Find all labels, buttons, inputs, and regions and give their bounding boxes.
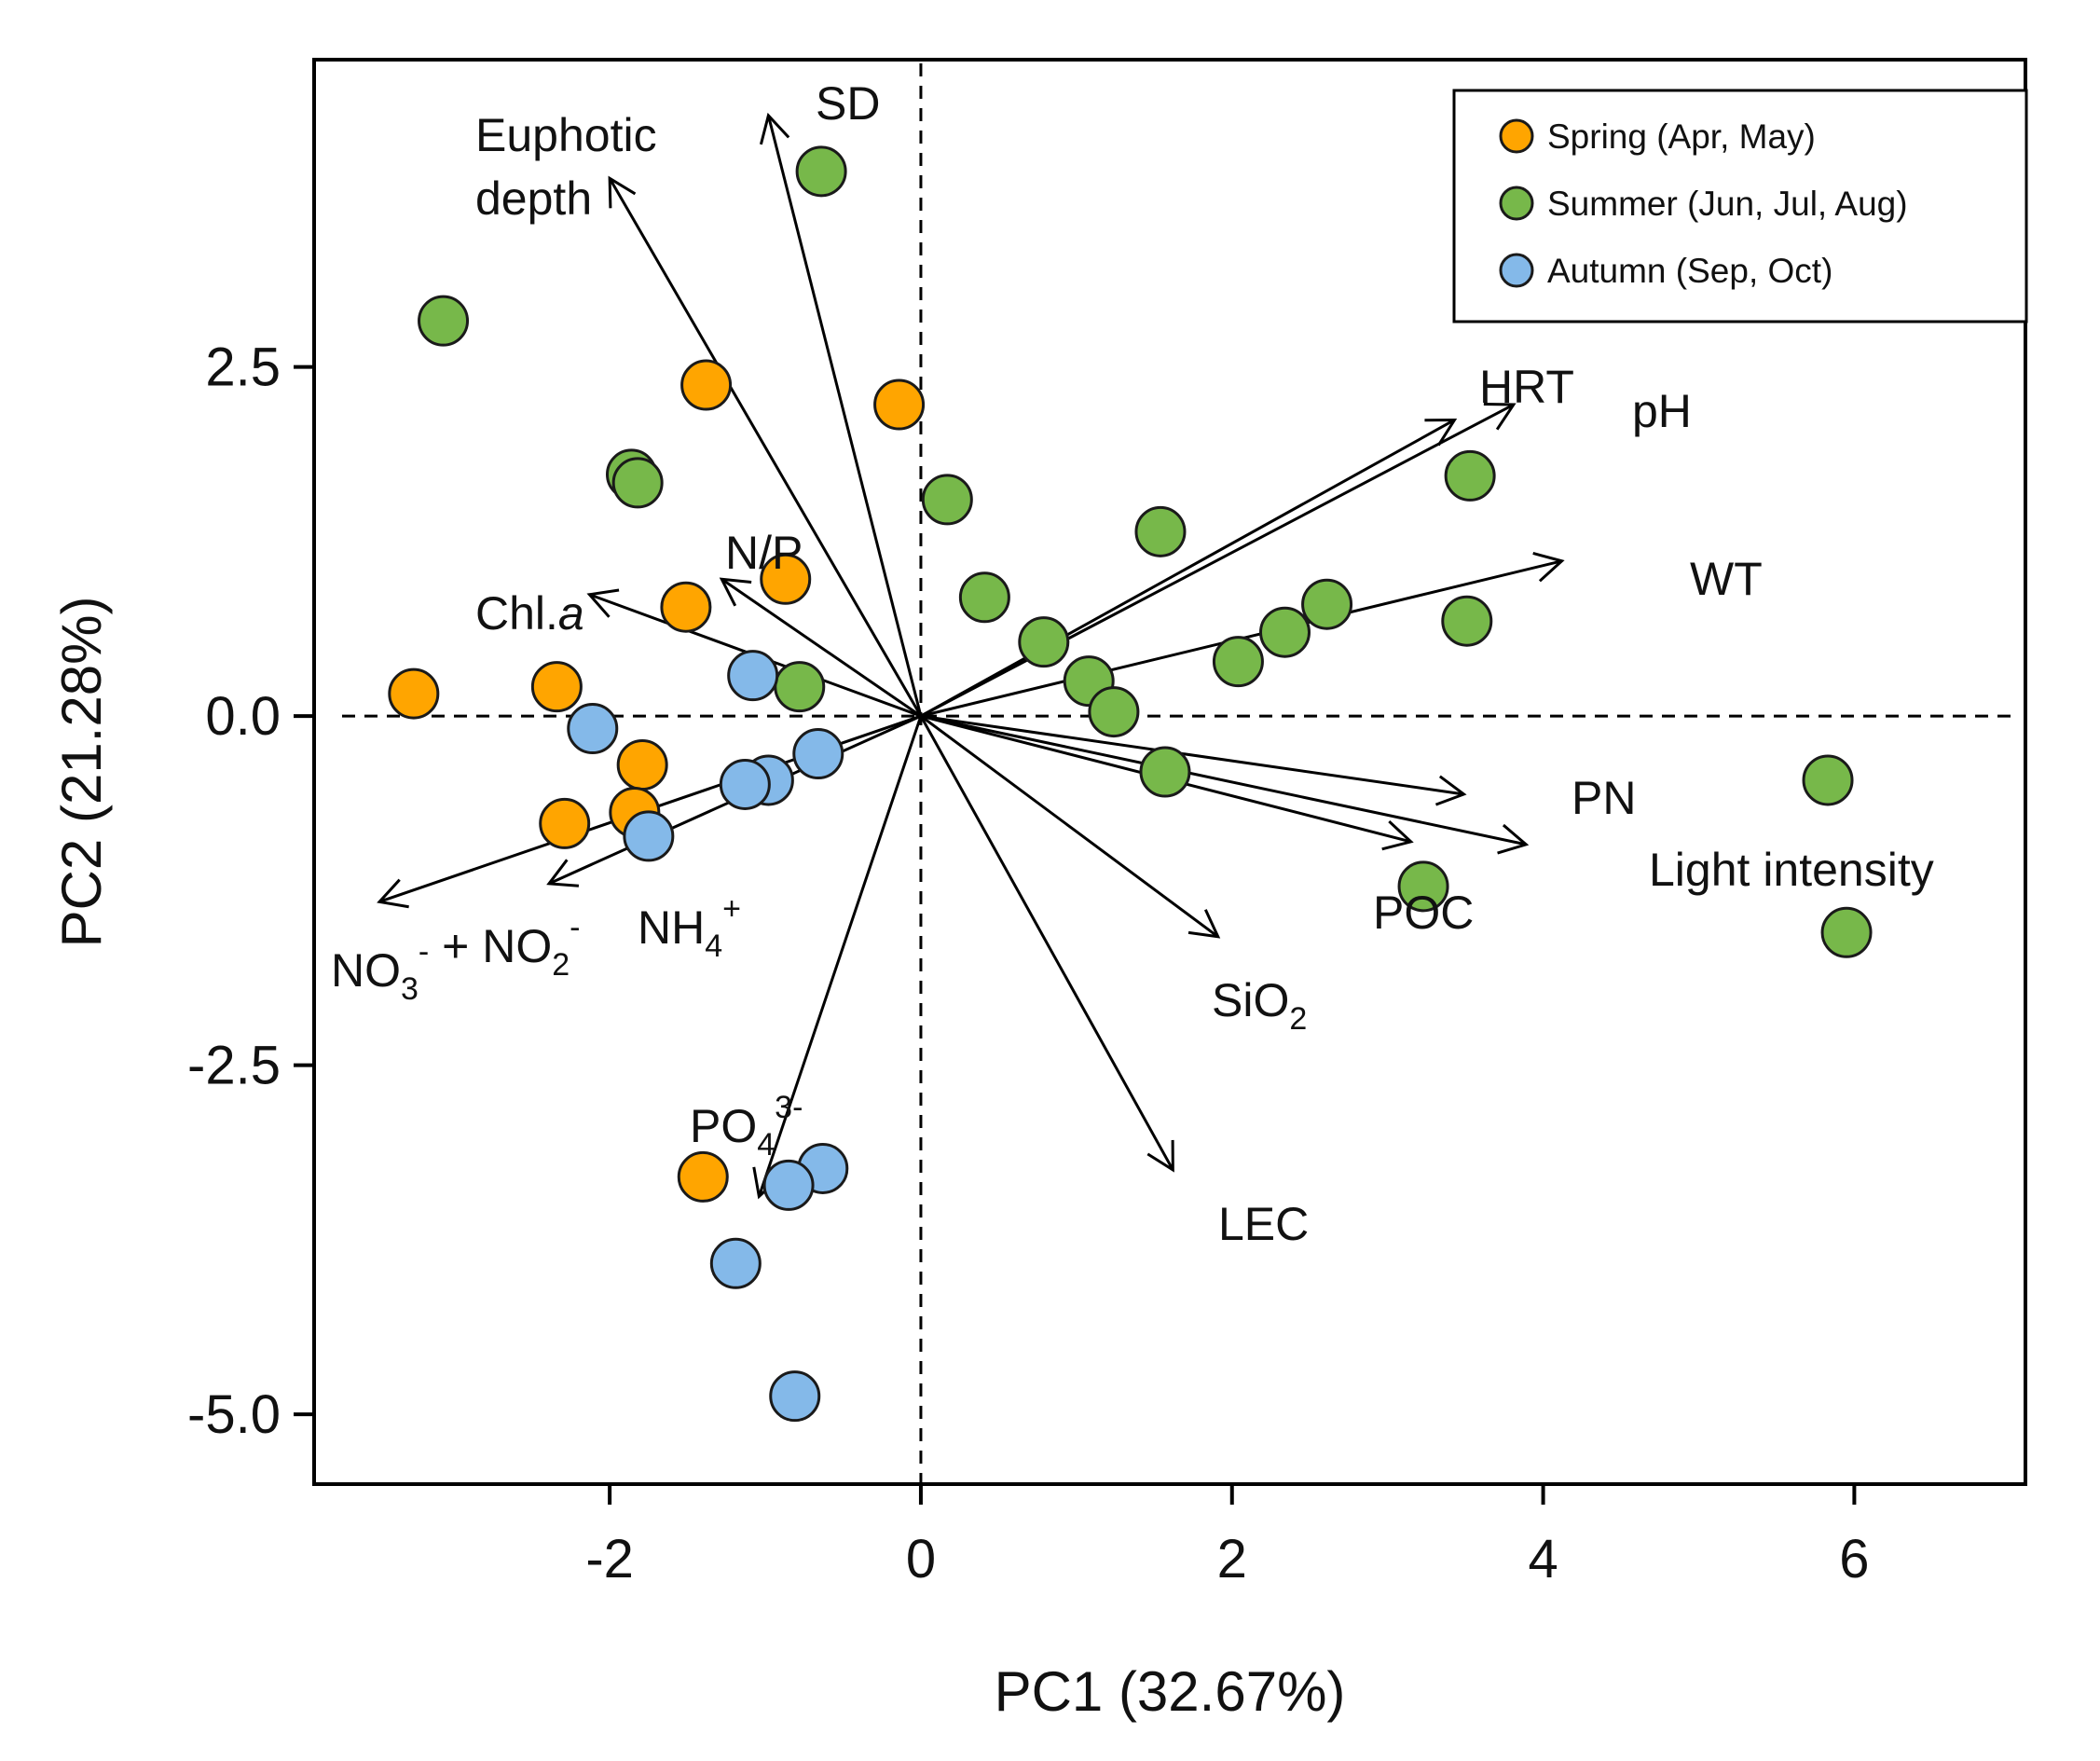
spring-point (530, 661, 583, 713)
x-tick-label: 4 (1528, 1529, 1558, 1589)
summer-point (1301, 578, 1353, 630)
y-tick-label: 2.5 (205, 337, 281, 398)
loading-label-euphotic-line-2: depth (475, 172, 592, 225)
loading-arrow-ph (920, 402, 1517, 718)
loading-label-wt: WT (1690, 553, 1763, 605)
spring-point (873, 378, 926, 431)
y-axis-title: PC2 (21.28%) (50, 597, 113, 948)
summer-point (774, 661, 826, 713)
loading-label-pn: PN (1572, 772, 1636, 824)
legend-label: Spring (Apr, May) (1547, 117, 1816, 156)
autumn-point (567, 703, 619, 755)
summer-point (1802, 754, 1854, 806)
summer-point (795, 145, 847, 198)
loading-label-hrt: HRT (1479, 361, 1574, 413)
axes: -2 0 2 4 6 2.5 0.0 -2.5 -5.0 PC1 (32.67%) PC2 (21.… (50, 337, 1870, 1723)
legend-entry-summer: Summer (Jun, Jul, Aug) (1499, 185, 1908, 223)
summer-point (418, 295, 470, 347)
legend-entry-autumn: Autumn (Sep, Oct) (1499, 252, 1832, 290)
loading-label-poc: POC (1373, 887, 1474, 939)
x-tick-label: 2 (1217, 1529, 1247, 1589)
loading-arrow-euphotic (608, 175, 923, 717)
loading-arrow-sio2 (920, 714, 1221, 939)
loading-label-lec: LEC (1218, 1198, 1309, 1250)
loading-arrow-lec (919, 715, 1174, 1173)
reference-lines (342, 63, 2016, 1484)
loading-label-light: Light intensity (1649, 844, 1934, 896)
loading-arrow-pn (920, 714, 1467, 806)
legend-swatch (1499, 253, 1534, 288)
autumn-point (719, 758, 771, 810)
spring-point (539, 797, 591, 849)
autumn-point (709, 1237, 762, 1289)
loading-label-sio2: SiO2 (1212, 974, 1307, 1037)
autumn-point (762, 1159, 815, 1211)
loading-label-np: N/P (725, 527, 803, 579)
summer-point (921, 474, 973, 526)
series-autumn (567, 650, 849, 1423)
summer-point (1397, 860, 1449, 913)
summer-point (1088, 686, 1140, 738)
autumn-point (769, 1370, 821, 1423)
y-tick-label: -5.0 (187, 1384, 281, 1445)
summer-point (1134, 505, 1187, 557)
x-tick-label: 6 (1839, 1529, 1869, 1589)
summer-point (1444, 449, 1496, 502)
loading-label-no3: NO3- + NO2- (331, 910, 580, 1007)
summer-point (958, 571, 1010, 624)
y-tick-label: -2.5 (187, 1036, 281, 1096)
loading-label-ph: pH (1632, 385, 1692, 437)
y-tick-label: 0.0 (205, 686, 281, 747)
summer-point (1441, 595, 1493, 647)
x-tick-label: 0 (906, 1529, 936, 1589)
legend-label: Summer (Jun, Jul, Aug) (1547, 185, 1908, 223)
loading-arrow-light (920, 714, 1530, 855)
loading-label-sd: SD (816, 77, 880, 130)
loading-arrow-np (719, 577, 922, 718)
spring-point (680, 359, 733, 411)
summer-point (1820, 906, 1873, 958)
series-summer (418, 145, 1873, 958)
loading-label-po4: PO43- (690, 1090, 803, 1163)
spring-point (760, 553, 812, 605)
score-points (388, 145, 1873, 1423)
legend: Spring (Apr, May) Summer (Jun, Jul, Aug) A… (1452, 89, 2028, 323)
loading-label-chla: Chl.a (475, 587, 584, 640)
x-axis-title: PC1 (32.67%) (995, 1660, 1346, 1723)
loading-label-nh4: NH4+ (638, 891, 741, 964)
legend-entry-spring: Spring (Apr, May) (1499, 117, 1816, 156)
summer-point (1139, 746, 1191, 798)
loading-label-euphotic-line-1: Euphotic (475, 109, 657, 161)
legend-box (1452, 89, 2028, 323)
spring-point (660, 581, 712, 633)
autumn-point (727, 650, 779, 702)
plot-frame (312, 58, 2027, 1486)
legend-swatch (1499, 118, 1534, 154)
summer-point (1212, 636, 1264, 688)
loading-arrow-sd (759, 112, 923, 717)
legend-swatch (1499, 186, 1534, 221)
autumn-point (623, 810, 675, 862)
autumn-point (792, 728, 844, 780)
legend-label: Autumn (Sep, Oct) (1547, 252, 1832, 290)
spring-point (677, 1150, 729, 1203)
x-tick-label: -2 (585, 1529, 634, 1589)
summer-point (1259, 606, 1311, 658)
spring-point (616, 739, 668, 791)
loading-arrow-hrt (920, 418, 1458, 718)
loading-labels: SD Euphotic depth N/P Chl.a NO3- + NO2- NH4+ PO… (331, 77, 1934, 1250)
spring-point (388, 667, 440, 720)
loading-arrows (377, 112, 1565, 1200)
summer-point (611, 457, 664, 509)
summer-point (1018, 616, 1070, 668)
